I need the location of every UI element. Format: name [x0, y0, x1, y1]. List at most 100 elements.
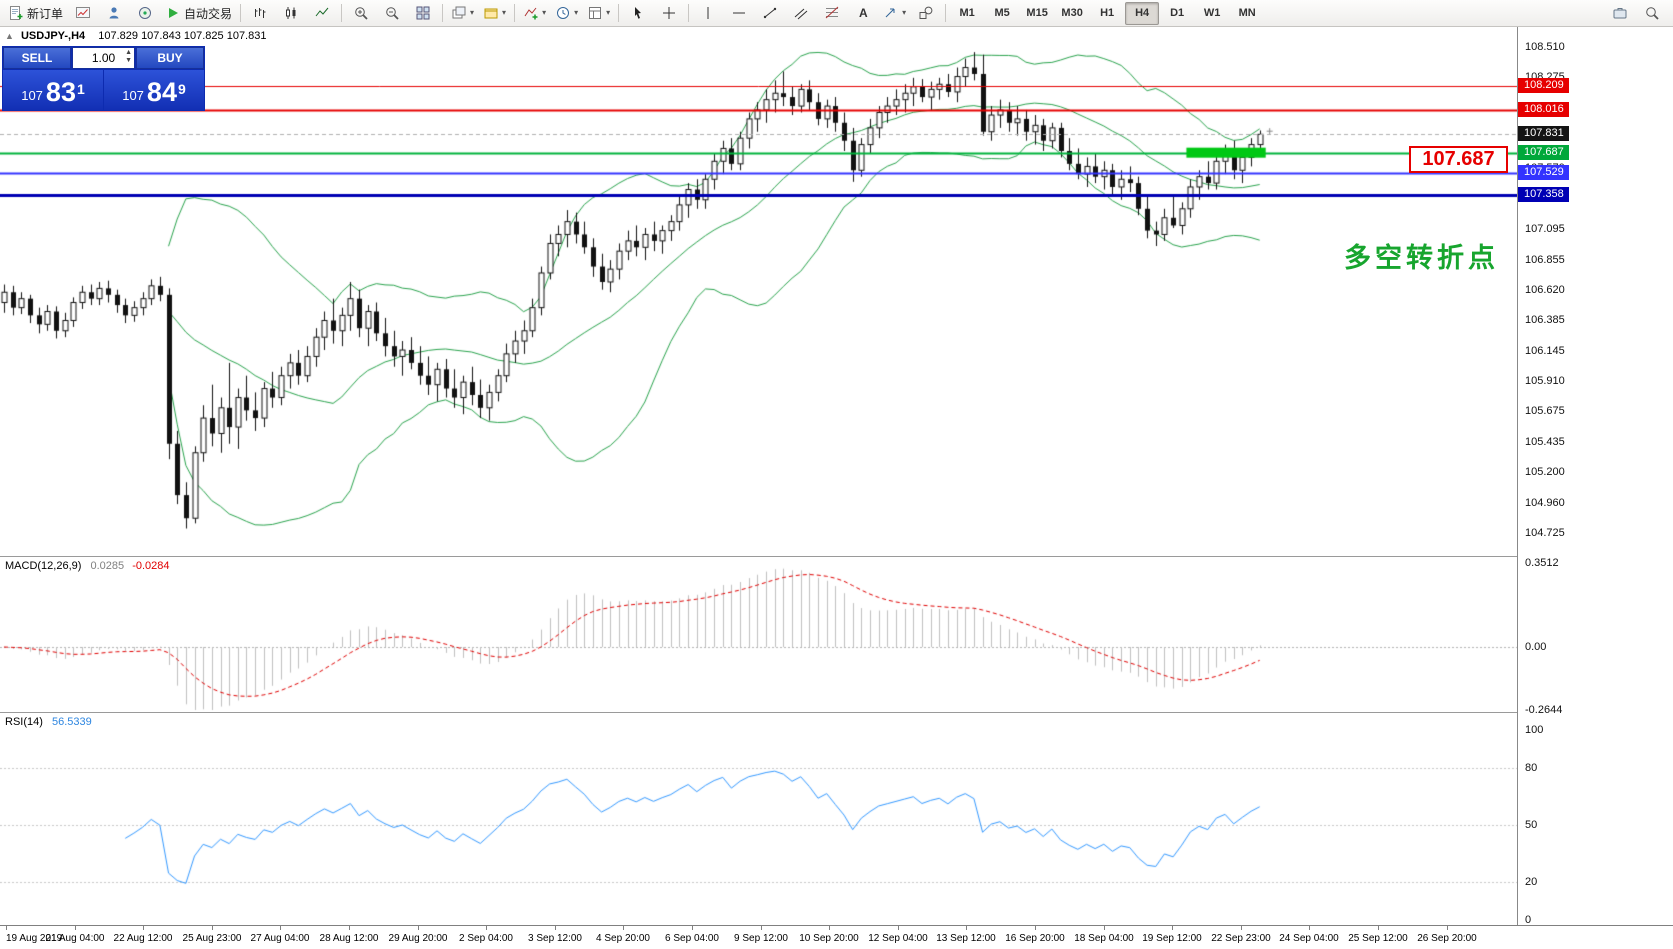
collapse-panel-icon[interactable]: ▲ — [5, 31, 14, 41]
price-axis[interactable]: 108.510108.275108.040107.805107.570107.3… — [1517, 27, 1673, 949]
price-axis-label: 105.200 — [1525, 466, 1565, 478]
toolbar-separator — [341, 4, 343, 22]
sell-button[interactable]: SELL — [3, 47, 71, 69]
templates-button[interactable]: ▾ — [583, 2, 614, 25]
channel-button[interactable] — [786, 2, 816, 25]
ask-big-digits: 84 — [146, 77, 177, 107]
ask-price-display[interactable]: 107 84 9 — [104, 70, 204, 110]
bar-chart-button[interactable] — [245, 2, 275, 25]
indicators-icon — [524, 7, 538, 20]
time-axis-tick — [1309, 926, 1310, 930]
rsi-axis-label: 0 — [1525, 914, 1532, 926]
volume-value: 1.00 — [91, 51, 116, 65]
time-axis-label: 25 Aug 23:00 — [182, 933, 242, 944]
panel-separator[interactable] — [0, 556, 1673, 557]
price-chart-canvas[interactable] — [0, 27, 1517, 556]
timeframe-m15-button[interactable]: M15 — [1026, 7, 1048, 19]
time-axis-label: 18 Sep 04:00 — [1074, 933, 1134, 944]
time-axis-label: 19 Sep 12:00 — [1142, 933, 1202, 944]
profiles-button[interactable]: ▾ — [479, 2, 510, 25]
market-watch-icon — [76, 7, 91, 18]
price-axis-label: 106.855 — [1525, 253, 1565, 266]
macd-axis-label: 0.3512 — [1525, 557, 1559, 569]
navigator-icon — [139, 7, 152, 19]
toolbar-separator — [945, 4, 947, 22]
macd-canvas[interactable] — [0, 557, 1517, 712]
chart-title: ▲ USDJPY-,H4 107.829 107.843 107.825 107… — [5, 30, 266, 42]
time-axis[interactable]: 19 Aug 2019 21 Aug 04:00 22 Aug 12:00 25 Au… — [0, 925, 1673, 949]
new-chart-button[interactable]: ▾ — [447, 2, 478, 25]
trendline-button[interactable] — [755, 2, 785, 25]
line-chart-button[interactable] — [307, 2, 337, 25]
macd-signal-value: -0.0284 — [132, 560, 170, 572]
price-tag-107.358: 107.358 — [1518, 186, 1569, 202]
zoom-out-button[interactable] — [377, 2, 407, 25]
timeframe-h1-button[interactable]: H1 — [1100, 7, 1115, 19]
volume-input[interactable]: 1.00 ▲ ▼ — [72, 47, 135, 69]
timeframe-m30-button[interactable]: M30 — [1061, 7, 1083, 19]
zoom-in-button[interactable] — [346, 2, 376, 25]
chevron-down-icon: ▾ — [470, 8, 475, 17]
shapes-button[interactable] — [911, 2, 941, 25]
toolbar-separator — [514, 4, 516, 22]
time-axis-label: 25 Sep 12:00 — [1348, 933, 1408, 944]
price-tag-107.831: 107.831 — [1518, 126, 1569, 142]
auto-trading-button[interactable]: 自动交易 — [161, 2, 236, 25]
market-watch-button[interactable] — [68, 2, 98, 25]
periods-button[interactable]: ▾ — [551, 2, 582, 25]
crosshair-icon — [663, 7, 676, 19]
price-label-box[interactable]: 107.687 — [1409, 146, 1508, 173]
volume-increase-button[interactable]: ▲ — [125, 49, 132, 56]
ask-prefix: 107 — [122, 88, 144, 103]
bid-price-display[interactable]: 107 83 1 — [3, 70, 103, 110]
auto-trading-play-icon — [169, 8, 179, 18]
indicators-button[interactable]: ▾ — [519, 2, 550, 25]
zoom-in-icon — [355, 7, 368, 20]
volume-decrease-button[interactable]: ▼ — [125, 57, 132, 64]
timeframe-mn-button[interactable]: MN — [1238, 7, 1256, 19]
timeframe-w1-button[interactable]: W1 — [1203, 7, 1221, 19]
time-axis-tick — [1035, 926, 1036, 930]
time-axis-label: 13 Sep 12:00 — [936, 933, 996, 944]
data-window-button[interactable] — [99, 2, 129, 25]
price-axis-label: 107.095 — [1525, 222, 1565, 235]
new-chart-icon — [452, 6, 466, 19]
fibonacci-button[interactable] — [817, 2, 847, 25]
navigator-button[interactable] — [130, 2, 160, 25]
buy-button[interactable]: BUY — [136, 47, 204, 69]
candlestick-chart-button[interactable] — [276, 2, 306, 25]
timeframe-m1-button[interactable]: M1 — [959, 7, 975, 19]
timeframe-m5-button[interactable]: M5 — [994, 7, 1010, 19]
time-axis-tick — [1447, 926, 1448, 930]
arrows-button[interactable]: ▾ — [879, 2, 910, 25]
new-order-button[interactable]: 新订单 — [4, 2, 67, 25]
volume-spinner: ▲ ▼ — [125, 49, 132, 65]
horizontal-line-button[interactable] — [724, 2, 754, 25]
timeframe-d1-button[interactable]: D1 — [1170, 7, 1185, 19]
macd-label: MACD(12,26,9) 0.0285 -0.0284 — [5, 560, 170, 572]
macd-main-value: 0.0285 — [90, 560, 125, 572]
time-axis-label: 9 Sep 12:00 — [734, 933, 788, 944]
toolbox-button[interactable] — [1605, 2, 1635, 25]
time-axis-tick — [1241, 926, 1242, 930]
toolbar-right-group — [1605, 2, 1669, 25]
timeframe-h4-button[interactable]: H4 — [1125, 1, 1160, 25]
crosshair-button[interactable] — [654, 2, 684, 25]
new-order-icon — [10, 6, 23, 20]
search-icon — [1646, 7, 1659, 20]
turning-point-annotation[interactable]: 多空转折点 — [1344, 243, 1499, 273]
vertical-line-button[interactable] — [693, 2, 723, 25]
text-button[interactable]: A — [848, 2, 878, 25]
panel-separator[interactable] — [0, 712, 1673, 713]
chevron-down-icon: ▾ — [606, 8, 611, 17]
cursor-button[interactable] — [623, 2, 653, 25]
tile-windows-button[interactable] — [408, 2, 438, 25]
rsi-axis-label: 20 — [1525, 876, 1538, 888]
search-button[interactable] — [1637, 2, 1667, 25]
text-icon: A — [859, 6, 868, 20]
price-tag-108.016: 108.016 — [1518, 102, 1569, 118]
rsi-canvas[interactable] — [0, 713, 1517, 925]
arrows-icon — [885, 8, 895, 18]
bid-big-digits: 83 — [45, 77, 76, 107]
time-axis-label: 10 Sep 20:00 — [799, 933, 859, 944]
